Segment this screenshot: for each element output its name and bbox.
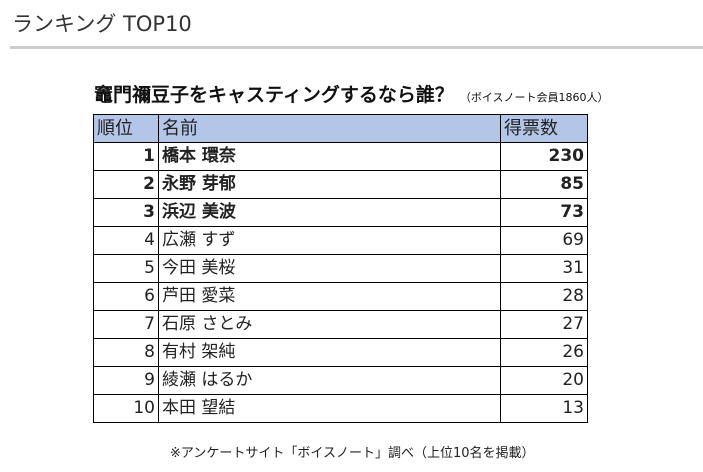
- cell-votes: 69: [500, 226, 588, 255]
- cell-name: 綾瀬 はるか: [158, 366, 501, 395]
- table-row: 7 石原 さとみ 27: [93, 310, 588, 339]
- cell-name: 石原 さとみ: [158, 310, 501, 339]
- table-row: 2 永野 芽郁 85: [93, 170, 588, 199]
- cell-rank: 2: [93, 170, 159, 199]
- footnote: ※アンケートサイト「ボイスノート」調べ（上位10名を掲載）: [170, 446, 535, 461]
- divider: [10, 46, 703, 49]
- cell-name: 永野 芽郁: [158, 170, 501, 199]
- cell-votes: 13: [500, 394, 588, 423]
- table-row: 9 綾瀬 はるか 20: [93, 366, 588, 395]
- cell-rank: 1: [93, 142, 159, 171]
- col-votes: 得票数: [500, 114, 588, 143]
- cell-name: 今田 美桜: [158, 254, 501, 283]
- ranking-table: 順位 名前 得票数 1 橋本 環奈 230 2 永野 芽郁 85 3 浜辺 美波 73 4 広瀬 す…: [93, 114, 588, 423]
- col-rank: 順位: [93, 114, 159, 143]
- table-row: 5 今田 美桜 31: [93, 254, 588, 283]
- cell-name: 本田 望結: [158, 394, 501, 423]
- cell-rank: 10: [93, 394, 159, 423]
- cell-votes: 28: [500, 282, 588, 311]
- ranking-title: 竈門禰豆子をキャスティングするなら誰？ （ボイスノート会員1860人）: [94, 80, 609, 107]
- cell-name: 芦田 愛菜: [158, 282, 501, 311]
- subtitle: （ボイスノート会員1860人）: [459, 91, 609, 104]
- table-row: 8 有村 架純 26: [93, 338, 588, 367]
- cell-name: 橋本 環奈: [158, 142, 501, 171]
- cell-rank: 7: [93, 310, 159, 339]
- cell-name: 有村 架純: [158, 338, 501, 367]
- cell-rank: 6: [93, 282, 159, 311]
- cell-rank: 5: [93, 254, 159, 283]
- table-row: 10 本田 望結 13: [93, 394, 588, 423]
- page-heading: ランキング TOP10: [12, 12, 192, 36]
- cell-rank: 9: [93, 366, 159, 395]
- cell-votes: 26: [500, 338, 588, 367]
- cell-votes: 73: [500, 198, 588, 227]
- table-row: 1 橋本 環奈 230: [93, 142, 588, 171]
- cell-votes: 31: [500, 254, 588, 283]
- cell-rank: 4: [93, 226, 159, 255]
- table-row: 6 芦田 愛菜 28: [93, 282, 588, 311]
- cell-name: 広瀬 すず: [158, 226, 501, 255]
- cell-name: 浜辺 美波: [158, 198, 501, 227]
- cell-rank: 3: [93, 198, 159, 227]
- table-row: 4 広瀬 すず 69: [93, 226, 588, 255]
- cell-votes: 85: [500, 170, 588, 199]
- title-text: 竈門禰豆子をキャスティングするなら誰？: [94, 84, 454, 106]
- header-row: 順位 名前 得票数: [93, 114, 588, 143]
- cell-votes: 230: [500, 142, 588, 171]
- col-name: 名前: [158, 114, 501, 143]
- table-row: 3 浜辺 美波 73: [93, 198, 588, 227]
- cell-votes: 27: [500, 310, 588, 339]
- cell-votes: 20: [500, 366, 588, 395]
- cell-rank: 8: [93, 338, 159, 367]
